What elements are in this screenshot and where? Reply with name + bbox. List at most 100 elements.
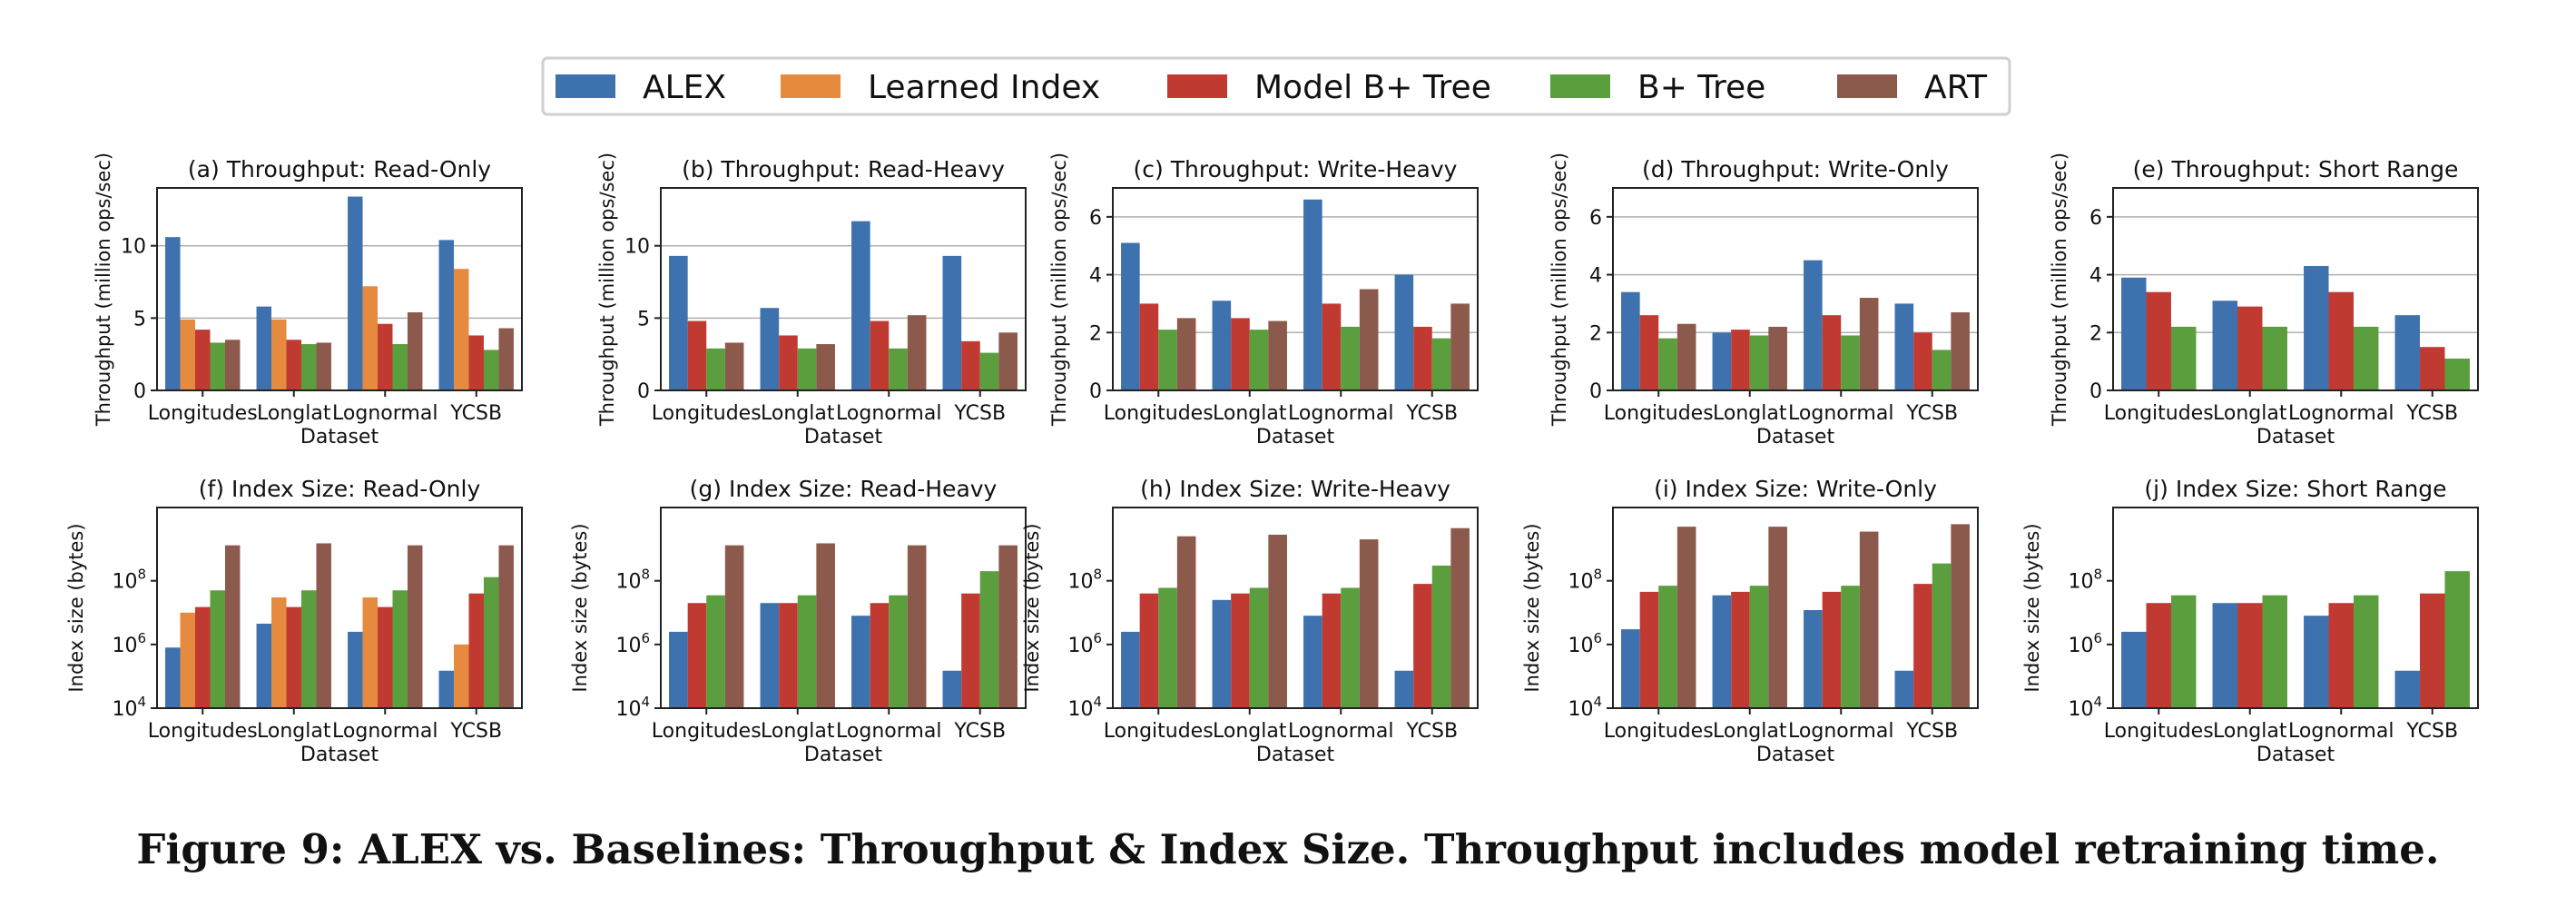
x-axis-label: Dataset bbox=[1256, 426, 1335, 448]
y-tick-label: 104 bbox=[1568, 694, 1602, 721]
bar bbox=[2444, 571, 2470, 708]
bar bbox=[454, 644, 469, 708]
bar bbox=[851, 616, 870, 708]
x-tick-label: YCSB bbox=[953, 720, 1006, 743]
y-tick-label: 106 bbox=[1568, 630, 1602, 657]
bar bbox=[348, 631, 363, 708]
bar bbox=[362, 286, 379, 390]
bar bbox=[907, 545, 927, 708]
legend-entry: ALEX bbox=[556, 69, 726, 106]
bar bbox=[1231, 318, 1250, 390]
bar bbox=[256, 306, 272, 390]
y-tick-label: 0 bbox=[2089, 380, 2102, 403]
bar bbox=[2262, 326, 2287, 390]
bar bbox=[1639, 591, 1659, 708]
bar bbox=[1249, 330, 1269, 390]
panel-title: (j) Index Size: Short Range bbox=[2144, 476, 2446, 502]
x-axis-label: Dataset bbox=[300, 426, 379, 448]
legend-swatch bbox=[1837, 74, 1897, 98]
bar bbox=[2237, 603, 2263, 708]
x-tick-label: Longitudes bbox=[148, 402, 258, 425]
bar bbox=[2262, 595, 2287, 708]
bar bbox=[669, 631, 688, 708]
bar bbox=[2353, 595, 2379, 708]
legend-swatch bbox=[1167, 74, 1227, 98]
bar bbox=[1804, 610, 1823, 708]
bar bbox=[1359, 539, 1379, 708]
figure-caption: Figure 9: ALEX vs. Baselines: Throughput… bbox=[136, 825, 2439, 873]
bar bbox=[1176, 318, 1196, 390]
bar bbox=[2121, 277, 2147, 390]
bar bbox=[1322, 303, 1342, 390]
bar bbox=[1139, 593, 1159, 708]
bar bbox=[1859, 298, 1879, 390]
bar bbox=[779, 603, 798, 708]
legend-label: Model B+ Tree bbox=[1254, 69, 1491, 106]
bar bbox=[706, 595, 725, 708]
legend-entry: B+ Tree bbox=[1550, 69, 1765, 106]
bar bbox=[1341, 326, 1360, 390]
y-tick-label: 0 bbox=[1589, 380, 1602, 403]
bar bbox=[1431, 338, 1451, 390]
bar bbox=[1394, 670, 1414, 708]
plot-frame bbox=[660, 187, 1027, 391]
plot-frame bbox=[2112, 187, 2479, 391]
bar bbox=[1859, 531, 1879, 708]
y-tick-label: 10 bbox=[121, 236, 146, 259]
bar bbox=[195, 330, 211, 390]
y-tick-label: 106 bbox=[112, 630, 146, 657]
y-axis-label: Index size (bytes) bbox=[1521, 523, 1543, 692]
panel-title: (h) Index Size: Write-Heavy bbox=[1140, 476, 1450, 502]
bar bbox=[1621, 291, 1640, 390]
bar bbox=[2170, 595, 2197, 708]
bar bbox=[1121, 631, 1140, 708]
x-tick-label: Lognormal bbox=[836, 720, 941, 743]
bar bbox=[165, 647, 181, 708]
legend-swatch bbox=[556, 74, 615, 98]
plot-frame bbox=[1612, 187, 1979, 391]
x-tick-label: Longlat bbox=[761, 720, 835, 743]
plot-frame bbox=[660, 507, 1027, 709]
bar bbox=[438, 670, 455, 708]
x-tick-label: Lognormal bbox=[332, 402, 438, 425]
bar bbox=[1768, 326, 1787, 390]
bar bbox=[1951, 311, 1970, 390]
bar bbox=[1121, 242, 1140, 390]
bar bbox=[498, 328, 514, 390]
y-tick-label: 104 bbox=[615, 694, 650, 721]
bar bbox=[2304, 616, 2329, 708]
bar bbox=[870, 320, 890, 390]
bar bbox=[1212, 301, 1232, 390]
bar bbox=[1176, 536, 1196, 708]
x-axis-label: Dataset bbox=[804, 744, 883, 766]
bar bbox=[851, 221, 870, 390]
bar bbox=[300, 590, 317, 708]
bar bbox=[2328, 291, 2354, 390]
x-axis-label: Dataset bbox=[1256, 744, 1335, 766]
bar bbox=[483, 577, 499, 708]
bar bbox=[1639, 315, 1659, 390]
y-tick-label: 2 bbox=[2089, 322, 2102, 345]
bar bbox=[687, 603, 707, 708]
y-tick-label: 6 bbox=[1089, 207, 1102, 230]
bar bbox=[1712, 332, 1732, 390]
bar bbox=[998, 332, 1018, 390]
bar bbox=[210, 590, 225, 708]
bar bbox=[180, 319, 196, 390]
y-tick-label: 0 bbox=[637, 380, 650, 403]
bar bbox=[165, 237, 181, 390]
bar bbox=[942, 255, 962, 390]
y-tick-label: 108 bbox=[615, 567, 650, 594]
x-tick-label: YCSB bbox=[953, 402, 1006, 425]
bar bbox=[2444, 358, 2470, 390]
bar bbox=[1658, 586, 1677, 708]
x-axis-label: Dataset bbox=[804, 426, 883, 448]
x-tick-label: Lognormal bbox=[1288, 402, 1393, 425]
y-tick-label: 108 bbox=[112, 567, 146, 594]
x-tick-label: Longlat bbox=[1213, 402, 1287, 425]
panel-title: (b) Throughput: Read-Heavy bbox=[682, 156, 1005, 182]
bar bbox=[816, 543, 835, 708]
y-tick-label: 10 bbox=[624, 236, 650, 259]
bar bbox=[224, 340, 241, 390]
y-axis-label: Throughput (million ops/sec) bbox=[1549, 153, 1570, 427]
